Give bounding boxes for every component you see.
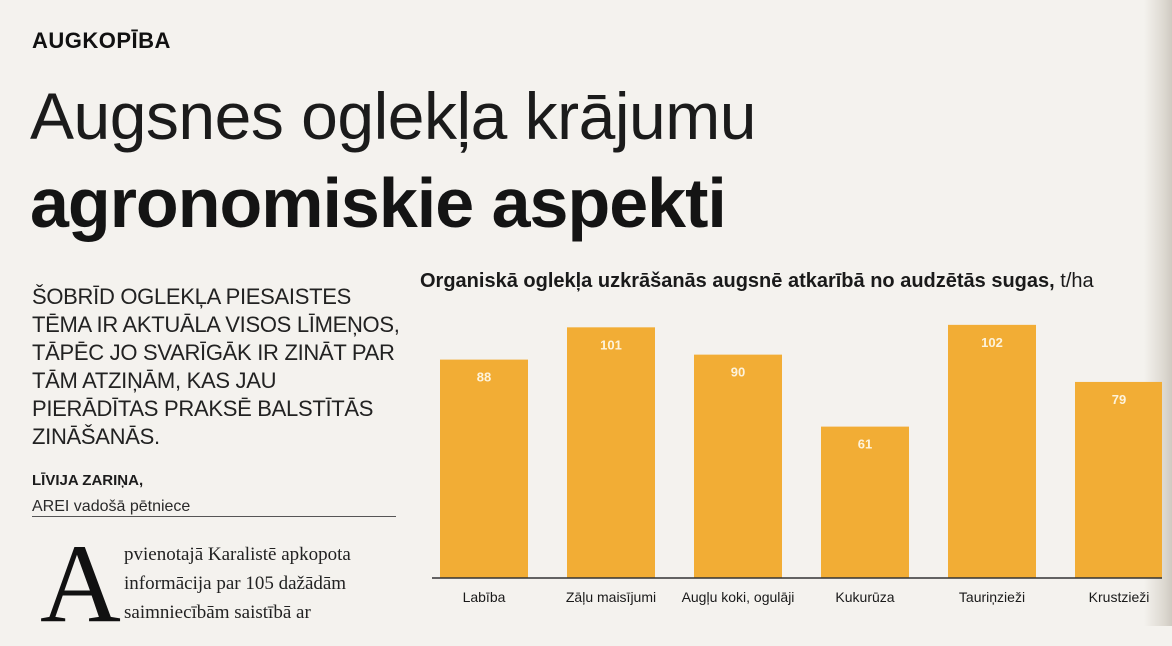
author-name: LĪVIJA ZARIŅA,	[32, 472, 144, 489]
bar-value-label: 61	[858, 437, 872, 452]
x-tick-label: Krustzieži	[1089, 589, 1150, 605]
bar	[567, 327, 655, 578]
bar-value-label: 101	[600, 337, 622, 352]
bar-value-label: 88	[477, 370, 491, 385]
body-text: pvienotajā Karalistē apkopota informācij…	[124, 540, 414, 627]
bar	[440, 359, 528, 578]
bar	[694, 354, 782, 578]
bar-chart: 88 Labība 101 Zāļu maisījumi 90 Augļu koki, o…	[432, 324, 1162, 605]
x-tick-label: Augļu koki, ogulāji	[682, 589, 795, 605]
body-line: informācija par 105 dažādām	[124, 573, 347, 594]
x-tick-label: Kukurūza	[835, 589, 894, 605]
x-tick-label: Tauriņzieži	[959, 589, 1025, 605]
headline-line-1: Augsnes oglekļa krājumu	[30, 79, 756, 153]
bar	[1075, 381, 1162, 578]
body-line: pvienotajā Karalistē apkopota	[124, 544, 351, 565]
bar	[821, 426, 909, 578]
x-tick-label: Labība	[463, 589, 506, 605]
chart-title: Organiskā oglekļa uzkrāšanās augsnē atka…	[420, 270, 1094, 293]
chart-unit: t/ha	[1060, 270, 1094, 292]
section-label: AUGKOPĪBA	[32, 28, 171, 53]
bar-value-label: 102	[981, 335, 1003, 350]
divider	[32, 516, 396, 517]
x-tick-label: Zāļu maisījumi	[566, 589, 656, 605]
bar	[948, 324, 1036, 578]
lead-paragraph: ŠOBRĪD OGLEKĻA PIESAISTES TĒMA IR AKTUĀL…	[32, 284, 400, 449]
author-role: AREI vadošā pētniece	[32, 498, 191, 515]
bar-value-label: 90	[731, 365, 745, 380]
bar-value-label: 79	[1112, 392, 1126, 407]
headline-line-2: agronomiskie aspekti	[30, 164, 727, 242]
dropcap: A	[40, 522, 121, 646]
body-line: saimniecībām saistībā ar	[124, 602, 311, 623]
chart-title-text: Organiskā oglekļa uzkrāšanās augsnē atka…	[420, 270, 1055, 292]
